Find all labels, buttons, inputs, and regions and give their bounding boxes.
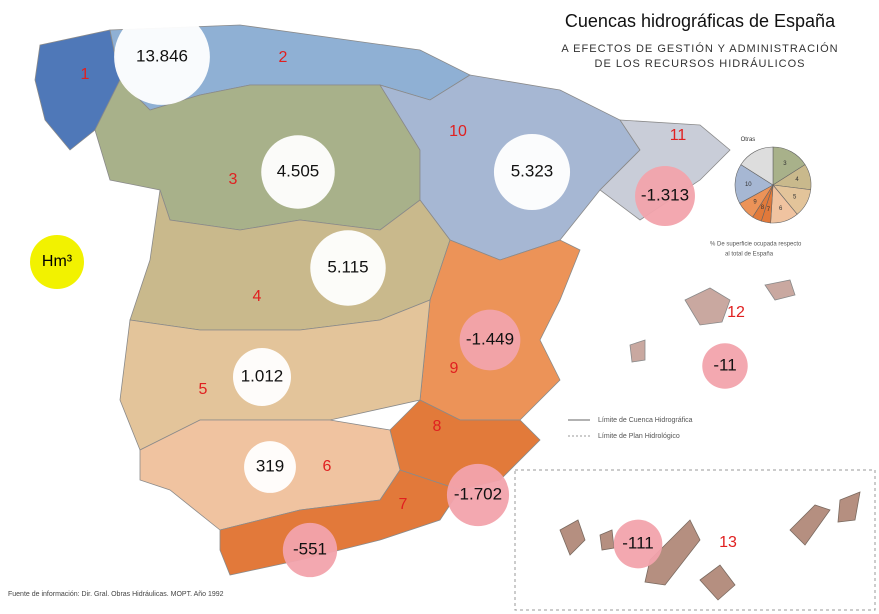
pie-label: 7	[767, 207, 771, 213]
balance-label: -111	[622, 533, 654, 552]
pie-label: 3	[783, 161, 787, 167]
basin-number: 13	[719, 534, 737, 551]
title: Cuencas hidrográficas de España	[565, 11, 836, 31]
balance-bubble	[493, 133, 571, 211]
balance-label: -1.313	[641, 185, 689, 204]
pie-slice	[740, 146, 774, 186]
balance-label: 319	[256, 456, 284, 475]
balance-label: 13.846	[136, 46, 188, 65]
basin-number: 12	[727, 304, 745, 321]
pie-caption: al total de España	[725, 252, 774, 258]
island	[684, 287, 731, 326]
island	[837, 491, 861, 523]
basin-number: 7	[399, 496, 408, 513]
island	[789, 504, 831, 546]
island	[599, 529, 615, 551]
peninsula	[34, 24, 731, 576]
balance-bubble	[261, 135, 335, 209]
legend-text: Límite de Cuenca Hidrográfica	[598, 417, 693, 424]
balance-bubble	[282, 522, 338, 578]
balance-label: 5.323	[511, 161, 554, 180]
basin-number: 10	[449, 123, 467, 140]
basin-number: 3	[229, 171, 238, 188]
balance-label: 4.505	[277, 161, 320, 180]
pie-label: 9	[753, 199, 757, 205]
pie-caption: % De superficie ocupada respecto	[710, 242, 802, 248]
pie-label: 10	[745, 182, 752, 188]
island	[644, 519, 701, 586]
subtitle: DE LOS RECURSOS HIDRÁULICOS	[595, 57, 806, 70]
balance-bubble	[114, 9, 210, 105]
balance-label: 5.115	[327, 257, 368, 276]
balance-bubble	[446, 463, 510, 527]
balance-label: -551	[293, 539, 327, 558]
basin-number: 8	[433, 418, 442, 435]
island	[629, 339, 646, 363]
balance-bubble	[233, 348, 291, 406]
unit: Hm³	[42, 253, 73, 270]
balance-label: -1.702	[454, 484, 502, 503]
canary-inset	[514, 469, 876, 611]
basin-number: 2	[279, 49, 288, 66]
pie-label: 5	[793, 194, 797, 200]
balance-bubble	[244, 441, 296, 493]
balance-bubble	[613, 519, 663, 569]
unit-badge	[30, 235, 84, 289]
balance-label: 1.012	[241, 366, 284, 385]
pie-label: 4	[795, 177, 799, 183]
balance-label: -1.449	[466, 329, 514, 348]
balance-label: -11	[713, 355, 736, 374]
basin-number: 4	[253, 288, 262, 305]
balance-bubble	[702, 343, 748, 389]
balance-bubble	[635, 166, 695, 226]
basin-number: 9	[450, 360, 459, 377]
island	[559, 519, 586, 556]
basin-number: 6	[323, 458, 332, 475]
island	[699, 564, 736, 601]
pie-label: 6	[779, 206, 783, 212]
basin-number: 1	[81, 66, 90, 83]
basin-number: 5	[199, 381, 208, 398]
canaries	[559, 491, 861, 601]
legend-text: Límite de Plan Hidrológico	[598, 433, 680, 440]
basin-7	[219, 469, 461, 576]
island	[764, 279, 796, 301]
basin-number: 11	[670, 127, 687, 144]
balearics	[629, 279, 796, 363]
pie-label: Otras	[741, 137, 756, 143]
source: Fuente de información: Dir. Gral. Obras …	[8, 591, 224, 598]
balance-bubble	[310, 230, 386, 306]
subtitle: A EFECTOS DE GESTIÓN Y ADMINISTRACIÓN	[561, 42, 838, 55]
pie-label: 8	[761, 205, 765, 211]
balance-bubble	[459, 309, 521, 371]
